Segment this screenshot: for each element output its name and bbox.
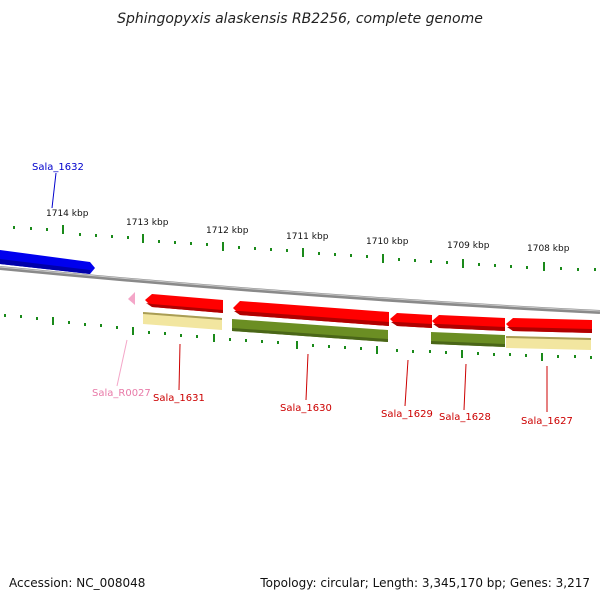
map-title: Sphingopyxis alaskensis RB2256, complete… xyxy=(117,11,483,27)
scale-label-1714: 1714 kbp xyxy=(46,209,89,219)
scale-label-1712: 1712 kbp xyxy=(206,226,249,236)
gene-label-sala-1631[interactable]: Sala_1631 xyxy=(153,393,205,404)
feature-sala-1632[interactable] xyxy=(0,250,95,274)
gene-label-sala-1628[interactable]: Sala_1628 xyxy=(439,412,491,423)
feature-sala-1627[interactable] xyxy=(506,318,592,333)
outer-ticks xyxy=(13,225,596,271)
gene-label-sala-1630[interactable]: Sala_1630 xyxy=(280,403,332,414)
inner-ticks xyxy=(4,314,592,361)
genome-backbone xyxy=(0,266,600,314)
scale-label-1713: 1713 kbp xyxy=(126,218,169,228)
gene-label-sala-1632[interactable]: Sala_1632 xyxy=(32,162,84,173)
feature-sala-1629[interactable] xyxy=(390,313,432,328)
feature-sala-1630[interactable] xyxy=(233,301,389,326)
feature-sala-r0027[interactable] xyxy=(128,292,135,305)
backbone-highlight xyxy=(0,266,600,312)
feature-sala-1631[interactable] xyxy=(145,294,223,313)
gene-label-sala-1627[interactable]: Sala_1627 xyxy=(521,416,573,427)
gene-label-sala-1629[interactable]: Sala_1629 xyxy=(381,409,433,420)
scale-label-1711: 1711 kbp xyxy=(286,232,329,242)
accession-text: Accession: NC_008048 xyxy=(9,576,145,590)
feature-sala-1628[interactable] xyxy=(432,315,505,331)
scale-label-1708: 1708 kbp xyxy=(527,244,570,254)
scale-label-1710: 1710 kbp xyxy=(366,237,409,247)
gene-label-sala-r0027[interactable]: Sala_R0027 xyxy=(92,388,151,399)
scale-label-1709: 1709 kbp xyxy=(447,241,490,251)
topology-text: Topology: circular; Length: 3,345,170 bp… xyxy=(259,576,590,590)
cog-bars xyxy=(143,312,591,350)
leader-lines xyxy=(51,172,548,412)
